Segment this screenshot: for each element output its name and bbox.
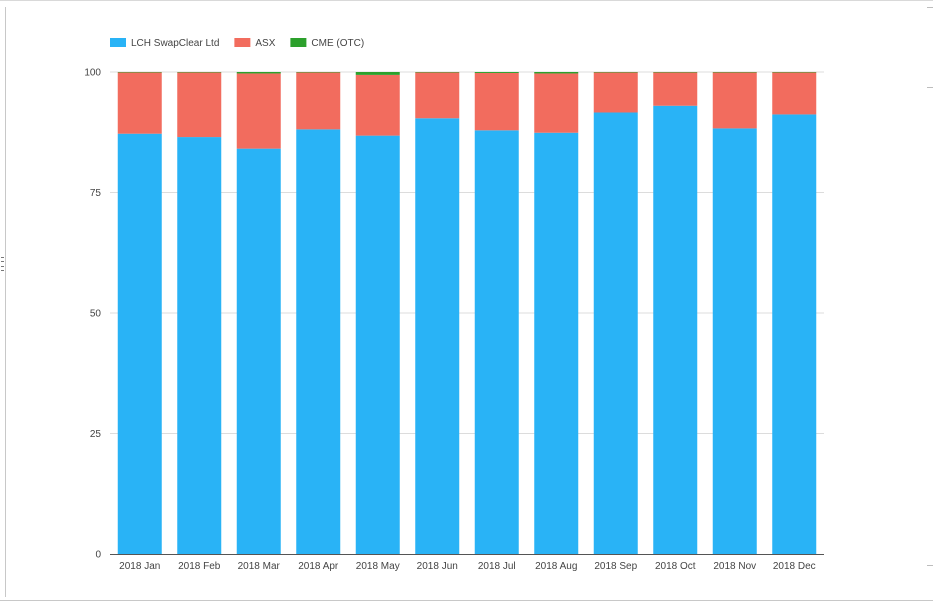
x-tick-label: 2018 Nov bbox=[713, 561, 756, 572]
x-tick-label: 2018 Aug bbox=[535, 561, 577, 572]
y-tick-label: 50 bbox=[90, 309, 102, 320]
bar-segment bbox=[356, 75, 400, 136]
bar-segment bbox=[713, 72, 757, 128]
legend-label: LCH SwapClear Ltd bbox=[131, 38, 219, 49]
bar-segment bbox=[534, 73, 578, 132]
bar-segment bbox=[118, 72, 162, 133]
bar-segment bbox=[415, 118, 459, 554]
bar-segment bbox=[237, 149, 281, 554]
x-tick-label: 2018 Jun bbox=[417, 561, 458, 572]
legend-swatch bbox=[290, 38, 306, 47]
bar-segment bbox=[475, 73, 519, 130]
bar-segment bbox=[356, 136, 400, 554]
bar-segment bbox=[118, 134, 162, 554]
legend-label: CME (OTC) bbox=[311, 38, 364, 49]
bar-segment bbox=[534, 133, 578, 554]
bar-segment bbox=[594, 72, 638, 112]
bar-segment bbox=[237, 72, 281, 73]
y-tick-label: 100 bbox=[84, 68, 101, 79]
legend: LCH SwapClear Ltd ASX CME (OTC) bbox=[110, 38, 364, 49]
bar-segment bbox=[475, 72, 519, 73]
bar-segment bbox=[772, 72, 816, 114]
y-tick-label: 0 bbox=[95, 550, 101, 561]
x-tick-label: 2018 Jan bbox=[119, 561, 160, 572]
bar-segment bbox=[177, 72, 221, 137]
bar-segment bbox=[296, 72, 340, 129]
bar-segment bbox=[594, 112, 638, 554]
bar-segment bbox=[534, 72, 578, 73]
bar-segment bbox=[177, 137, 221, 554]
bar-segment bbox=[296, 129, 340, 554]
y-tick-label: 25 bbox=[90, 429, 102, 440]
x-tick-label: 2018 Dec bbox=[773, 561, 816, 572]
bar-segment bbox=[653, 72, 697, 105]
x-tick-label: 2018 Mar bbox=[238, 561, 281, 572]
x-tick-label: 2018 Feb bbox=[178, 561, 221, 572]
bar-segment bbox=[772, 114, 816, 554]
x-tick-label: 2018 Jul bbox=[478, 561, 516, 572]
legend-label: ASX bbox=[255, 38, 275, 49]
bar-segment bbox=[653, 106, 697, 554]
x-tick-label: 2018 May bbox=[356, 561, 400, 572]
x-tick-label: 2018 Apr bbox=[298, 561, 339, 572]
legend-swatch bbox=[234, 38, 250, 47]
bar-segment bbox=[475, 130, 519, 554]
y-tick-label: 75 bbox=[90, 188, 102, 199]
bar-segment bbox=[713, 128, 757, 554]
bar-segment bbox=[356, 72, 400, 75]
bar-segment bbox=[237, 73, 281, 148]
legend-swatch bbox=[110, 38, 126, 47]
x-tick-label: 2018 Oct bbox=[655, 561, 696, 572]
x-tick-label: 2018 Sep bbox=[594, 561, 637, 572]
x-axis-ticks: 2018 Jan 2018 Feb 2018 Mar 2018 Apr 2018 May… bbox=[119, 561, 815, 572]
y-axis-ticks: 0 25 50 75 100 bbox=[84, 68, 101, 561]
bar-segment bbox=[415, 72, 459, 118]
